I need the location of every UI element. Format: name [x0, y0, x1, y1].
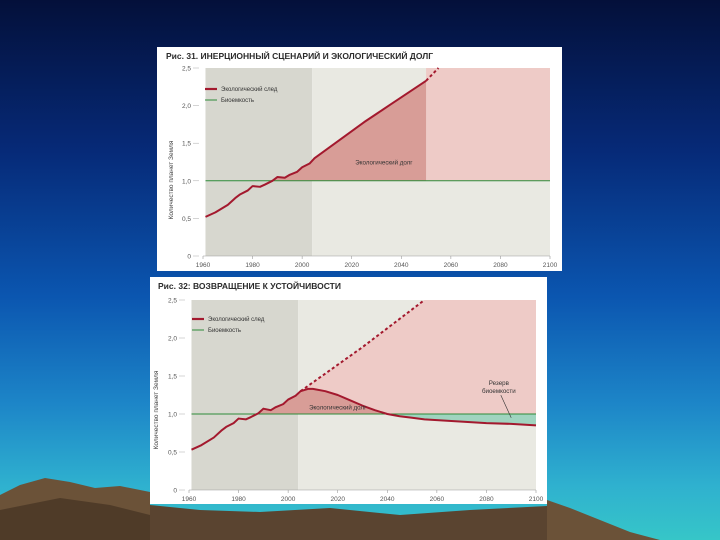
- y-tick-label: 0,5: [182, 216, 191, 223]
- x-tick-label: 2040: [394, 262, 409, 269]
- chart-32: Рис. 32: ВОЗВРАЩЕНИЕ К УСТОЙЧИВОСТИ Коли…: [153, 280, 544, 504]
- y-tick-label: 0: [187, 254, 191, 261]
- chart-31: Рис. 31. ИНЕРЦИОННЫЙ СЦЕНАРИЙ И ЭКОЛОГИЧ…: [166, 50, 558, 270]
- series-line-footprint: [191, 387, 537, 451]
- scenario-region: [300, 300, 536, 414]
- x-tick-label: 2020: [344, 262, 359, 269]
- series-line-projection: [425, 67, 440, 82]
- x-tick-label: 1960: [182, 496, 197, 503]
- ecological-debt-area: [258, 388, 388, 414]
- x-tick-label: 2100: [543, 262, 558, 269]
- y-tick-label: 2,0: [168, 336, 177, 343]
- y-tick-label: 1,0: [168, 412, 177, 419]
- series-line-projection: [299, 299, 426, 393]
- y-tick-label: 2,5: [168, 298, 177, 305]
- legend-label-biocapacity: Биоемкость: [221, 98, 254, 104]
- hill-shadow: [0, 498, 150, 540]
- x-tick-label: 1980: [245, 262, 260, 269]
- y-axis-label: Количество планет Земля: [153, 370, 160, 449]
- annotation-reserve-line2: биоемкости: [482, 388, 516, 395]
- x-tick-label: 2060: [444, 262, 459, 269]
- chart-panel-32: Рис. 32: ВОЗВРАЩЕНИЕ К УСТОЙЧИВОСТИ Коли…: [150, 277, 547, 504]
- legend-label-footprint: Экологический след: [221, 86, 278, 93]
- plot-area: 1960 1980 2000 2020 2040 2060 2080 2100 0 0,5 1,0 1…: [168, 298, 544, 504]
- y-tick-label: 0: [173, 488, 177, 495]
- legend: Экологический след Биоемкость: [192, 316, 265, 334]
- chart-title: Рис. 31. ИНЕРЦИОННЫЙ СЦЕНАРИЙ И ЭКОЛОГИЧ…: [166, 50, 433, 61]
- annotation-ecological-debt: Экологический долг: [355, 159, 413, 166]
- y-tick-label: 2,0: [182, 103, 191, 110]
- chart-panel-31: Рис. 31. ИНЕРЦИОННЫЙ СЦЕНАРИЙ И ЭКОЛОГИЧ…: [157, 47, 562, 271]
- x-tick-label: 2000: [281, 496, 296, 503]
- annotation-pointer: [500, 394, 512, 418]
- plot-area: 1960 1980 2000 2020 2040 2060 2080 2100 0 0,5 1,0 1…: [182, 66, 558, 270]
- x-tick-label: 2080: [479, 496, 494, 503]
- legend-label-biocapacity: Биоемкость: [208, 328, 241, 334]
- x-tick-label: 2020: [330, 496, 345, 503]
- legend-label-footprint: Экологический след: [208, 316, 265, 323]
- x-tick-label: 2040: [380, 496, 395, 503]
- annotation-ecological-debt: Экологический долг: [309, 404, 367, 411]
- mountain-silhouette-right: [547, 500, 660, 540]
- y-tick-label: 1,5: [182, 141, 191, 148]
- ecological-debt-area: [272, 80, 427, 181]
- legend: Экологический след Биоемкость: [205, 86, 278, 104]
- x-tick-label: 1960: [196, 262, 211, 269]
- series-line-footprint: [205, 79, 427, 218]
- x-tick-label: 1980: [231, 496, 246, 503]
- x-tick-label: 2100: [529, 496, 544, 503]
- y-tick-label: 1,5: [168, 374, 177, 381]
- y-axis-label: Количество планет Земля: [168, 140, 175, 219]
- scenario-region: [426, 68, 550, 181]
- annotation-reserve: Резерв: [489, 380, 510, 387]
- y-tick-label: 0,5: [168, 450, 177, 457]
- history-region: [205, 68, 313, 256]
- x-tick-label: 2060: [430, 496, 445, 503]
- history-region: [191, 300, 299, 490]
- foreground-rocks: [150, 505, 547, 540]
- y-tick-label: 1,0: [182, 178, 191, 185]
- x-tick-label: 2000: [295, 262, 310, 269]
- y-tick-label: 2,5: [182, 66, 191, 73]
- x-tick-label: 2080: [493, 262, 508, 269]
- chart-title: Рис. 32: ВОЗВРАЩЕНИЕ К УСТОЙЧИВОСТИ: [158, 280, 341, 291]
